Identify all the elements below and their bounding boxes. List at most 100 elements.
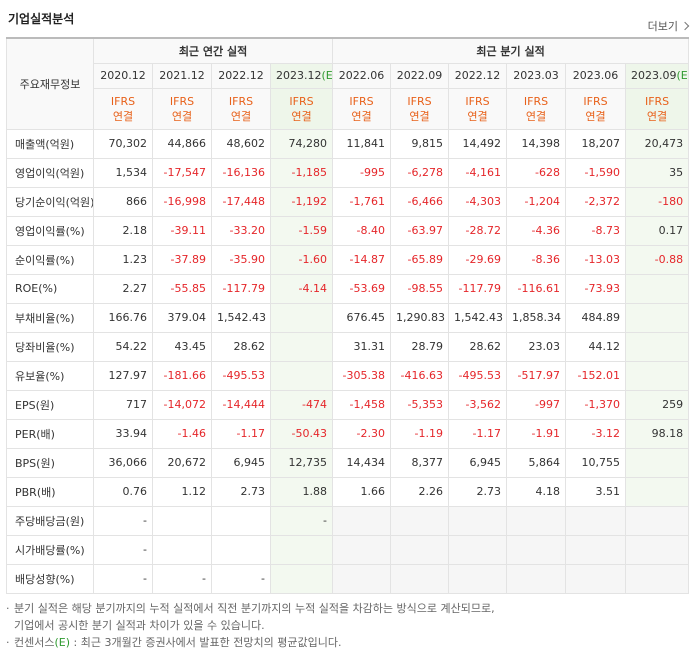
standard-header: IFRS 연결: [152, 87, 212, 130]
section-title: 기업실적분석: [8, 12, 75, 26]
standard-header: IFRS 연결: [332, 87, 392, 130]
cell: -0.88: [625, 244, 690, 275]
cell: 2.26: [390, 476, 450, 507]
cell: -16,136: [211, 157, 271, 188]
cell: 14,492: [448, 128, 508, 159]
data-row: EPS(원) 717 -14,072 -14,444 -474 -1,458 -5,353-…: [6, 389, 690, 420]
cell: 866: [93, 186, 153, 217]
note-line: 컨센서스(E) : 최근 3개월간 증권사에서 발표한 전망치의 평균값입니다.: [6, 634, 495, 651]
basis: 연결: [291, 109, 312, 123]
row-label: 주당배당금(원): [6, 505, 94, 536]
data-row: 당좌비율(%) 54.22 43.45 28.62 31.31 28.79 28.62 23.…: [6, 331, 690, 362]
cell: 74,280: [269, 128, 334, 159]
data-row: 영업이익(억원) 1,534 -17,547 -16,136 -1,185 -995 -6,…: [6, 157, 690, 188]
cell: 4.18: [506, 476, 567, 507]
cell: -474: [269, 389, 334, 420]
cell: 23.03: [506, 331, 567, 362]
cell: -416.63: [390, 360, 450, 391]
more-link[interactable]: 더보기: [648, 18, 688, 34]
cell: -4.14: [269, 273, 334, 304]
cell: -: [93, 563, 153, 594]
cell: -33.20: [211, 215, 271, 246]
standard: IFRS: [465, 94, 490, 108]
cell: -1.60: [269, 244, 334, 275]
cell: -305.38: [332, 360, 392, 391]
note-line: 분기 실적은 해당 분기까지의 누적 실적에서 직전 분기까지의 누적 실적을 …: [6, 600, 495, 617]
basis: 연결: [525, 109, 547, 123]
cell: 166.76: [93, 302, 153, 333]
cell: 676.45: [332, 302, 392, 333]
data-row: 유보율(%) 127.97 -181.66 -495.53 -305.38 -416.63…: [6, 360, 690, 391]
cell: -1.91: [506, 418, 567, 449]
cell: 18,207: [565, 128, 627, 159]
cell: -63.97: [390, 215, 450, 246]
cell: [625, 476, 690, 507]
cell: [269, 302, 334, 333]
cell: -: [211, 563, 271, 594]
cell: 12,735: [269, 447, 334, 478]
cell: 0.76: [93, 476, 153, 507]
basis: 연결: [585, 109, 606, 123]
cell: 259: [625, 389, 690, 420]
row-label: PER(배): [6, 418, 94, 449]
row-label: 순이익률(%): [6, 244, 94, 275]
cell: -4,161: [448, 157, 508, 188]
row-label: BPS(원): [6, 447, 94, 478]
standard-header: IFRS 연결: [269, 87, 334, 130]
cell: -4.36: [506, 215, 567, 246]
basis: 연결: [112, 109, 134, 123]
cell: -13.03: [565, 244, 627, 275]
cell: -14.87: [332, 244, 392, 275]
cell: 20,672: [152, 447, 212, 478]
cell: -995: [332, 157, 392, 188]
standard: IFRS: [523, 94, 549, 108]
standard-header: IFRS 연결: [211, 87, 271, 130]
cell: -116.61: [506, 273, 567, 304]
cell: 1.88: [269, 476, 334, 507]
cell: 28.62: [448, 331, 508, 362]
data-row: 매출액(억원) 70,302 44,866 48,602 74,280 11,841 9,8…: [6, 128, 690, 159]
cell: [390, 563, 450, 594]
cell: 484.89: [565, 302, 627, 333]
cell: 9,815: [390, 128, 450, 159]
cell: 11,841: [332, 128, 392, 159]
cell: -5,353: [390, 389, 450, 420]
cell: 1.12: [152, 476, 212, 507]
standard: IFRS: [289, 94, 314, 108]
header-row: 2020.122021.122022.122023.12(E)2022.0620…: [7, 62, 690, 89]
cell: 54.22: [93, 331, 153, 362]
cell: -1.46: [152, 418, 212, 449]
cell: [390, 534, 450, 565]
cell: [625, 447, 690, 478]
data-row: BPS(원) 36,066 20,672 6,945 12,735 14,434 8,377…: [6, 447, 690, 478]
cell: 1.23: [93, 244, 153, 275]
cell: -1,458: [332, 389, 392, 420]
cell: -6,466: [390, 186, 450, 217]
standard: IFRS: [407, 94, 432, 108]
basis: 연결: [409, 109, 430, 123]
row-label: 영업이익률(%): [6, 215, 94, 246]
cell: [565, 563, 627, 594]
cell: -28.72: [448, 215, 508, 246]
cell: [269, 534, 334, 565]
data-row: 배당성향(%) - - -: [6, 563, 690, 594]
cell: [506, 505, 567, 536]
period: 2023.06: [572, 69, 619, 82]
cell: 35: [625, 157, 690, 188]
row-label: 당좌비율(%): [6, 331, 94, 362]
data-row: 순이익률(%) 1.23 -37.89 -35.90 -1.60 -14.87 -65.89…: [6, 244, 690, 275]
cell: -997: [506, 389, 567, 420]
estimate-mark: (E): [321, 69, 333, 82]
cell: 1,858.34: [506, 302, 567, 333]
data-row: PBR(배) 0.76 1.12 2.73 1.88 1.66 2.26 2.73 4.18 3.…: [6, 476, 690, 507]
cell: 44.12: [565, 331, 627, 362]
cell: -17,448: [211, 186, 271, 217]
cell: -35.90: [211, 244, 271, 275]
cell: 717: [93, 389, 153, 420]
period-header: 2022.12: [448, 62, 508, 89]
row-label: 유보율(%): [6, 360, 94, 391]
basis: 연결: [467, 109, 488, 123]
group-header: 최근 분기 실적: [332, 37, 690, 64]
cell: [269, 331, 334, 362]
